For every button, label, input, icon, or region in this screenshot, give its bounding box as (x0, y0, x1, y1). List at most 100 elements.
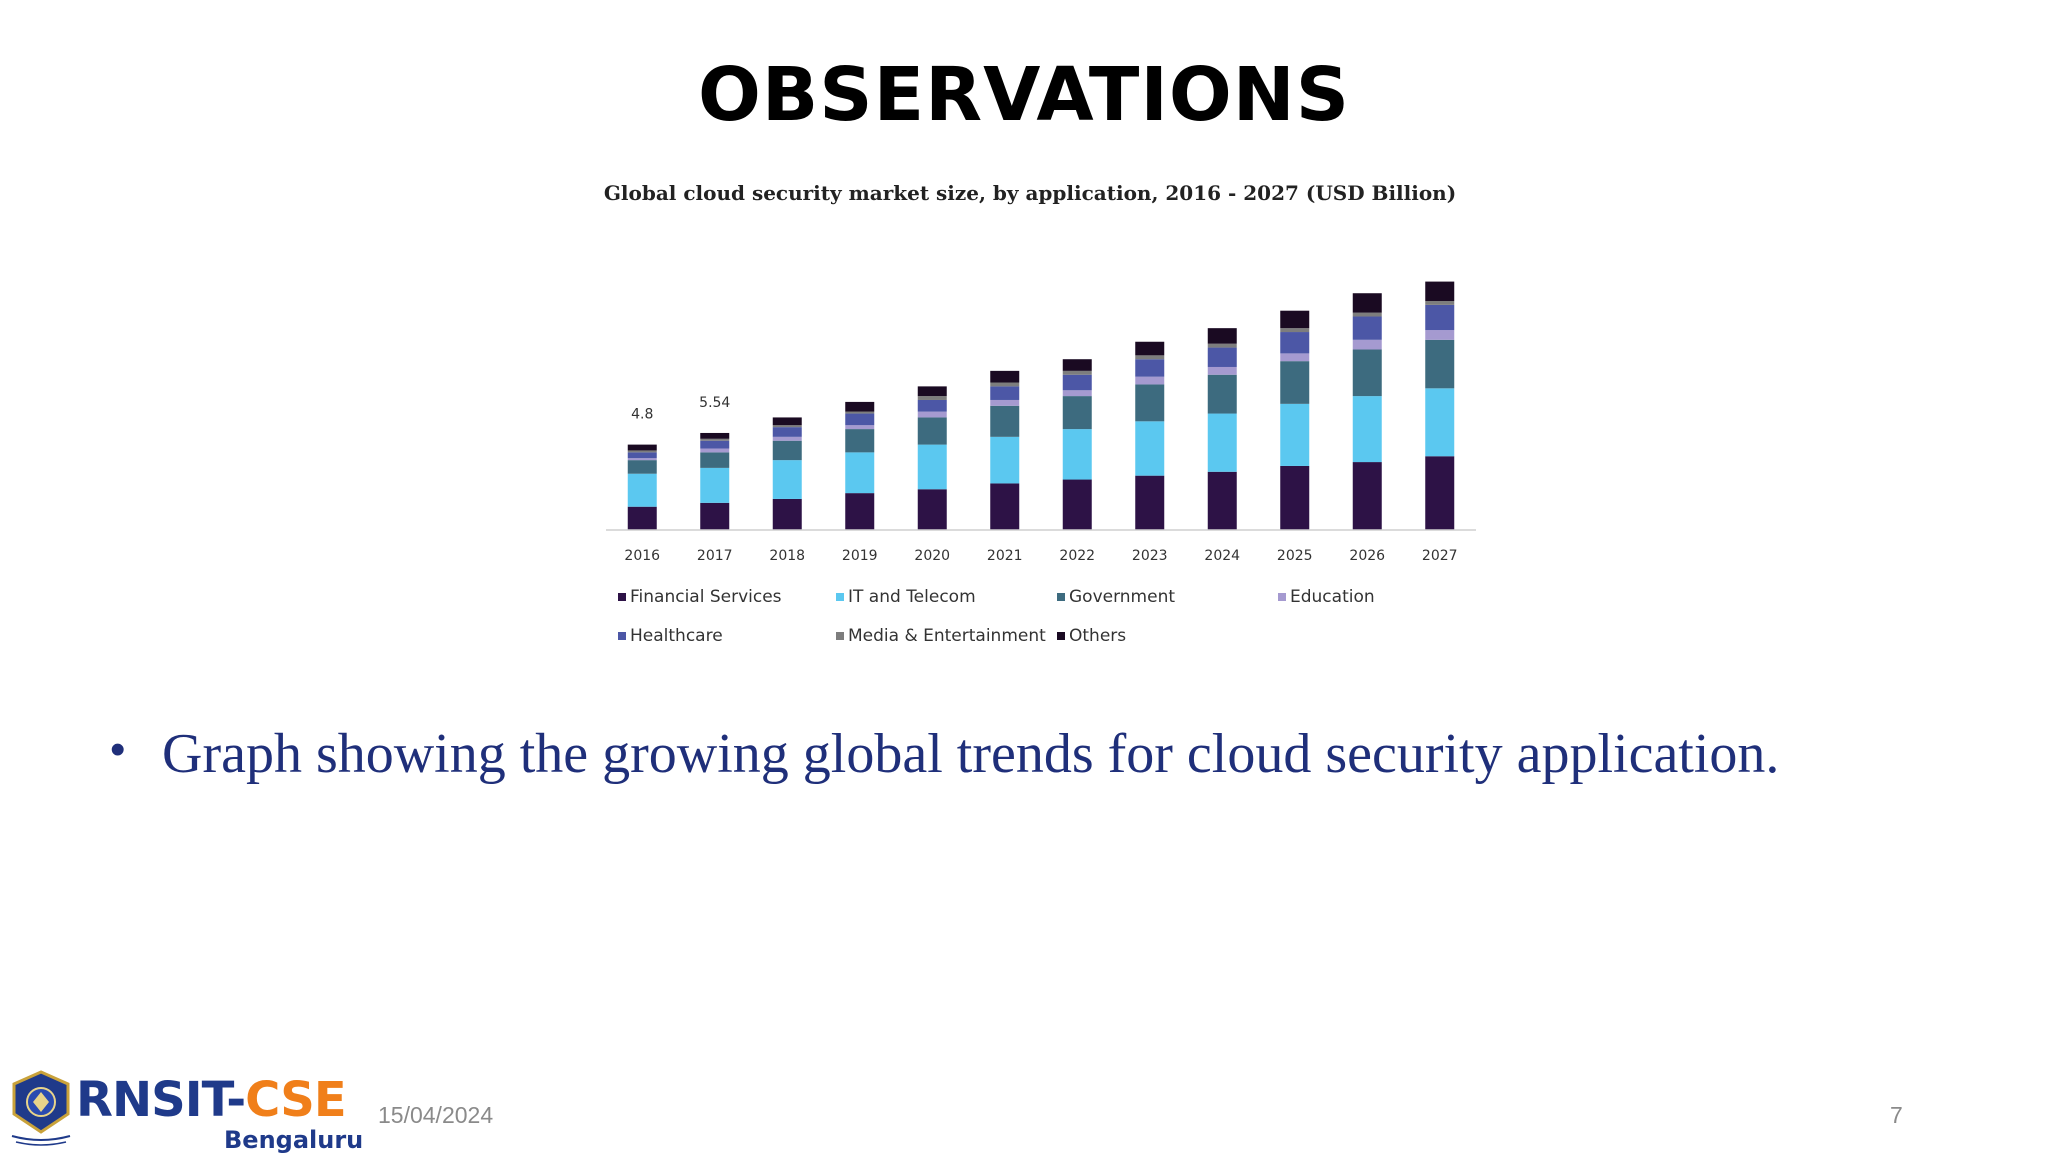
bar-segment-education-2026 (1352, 339, 1382, 350)
bullet-item: • Graph showing the growing global trends… (110, 722, 1990, 786)
bar-segment-it-and-telecom-2027 (1425, 388, 1455, 457)
logo-text-cse: CSE (245, 1072, 346, 1128)
bar-segment-government-2019 (845, 429, 875, 453)
chart-image: Global cloud security market size, by ap… (560, 168, 1500, 668)
chart-title: Global cloud security market size, by ap… (604, 181, 1456, 205)
data-label: 4.8 (631, 407, 653, 423)
x-tick-label: 2023 (1132, 548, 1168, 564)
legend-label: Others (1069, 626, 1126, 646)
bar-segment-government-2017 (700, 452, 730, 468)
legend-swatch (1057, 632, 1065, 640)
bar-segment-education-2016 (627, 458, 657, 461)
x-tick-label: 2027 (1422, 548, 1458, 564)
bar-segment-healthcare-2023 (1135, 359, 1165, 377)
bar-segment-others-2020 (917, 386, 947, 397)
bar-segment-it-and-telecom-2025 (1280, 403, 1310, 466)
bar-segment-others-2026 (1352, 293, 1382, 313)
bar-segment-education-2027 (1425, 330, 1455, 340)
bar-segment-media-entertainment-2026 (1352, 312, 1382, 317)
legend-swatch (1278, 593, 1286, 601)
bar-segment-media-entertainment-2021 (990, 382, 1020, 387)
bar-segment-media-entertainment-2019 (845, 411, 875, 414)
data-label: 5.54 (699, 395, 730, 411)
bar-segment-financial-services-2026 (1352, 462, 1382, 530)
bar-segment-government-2021 (990, 405, 1020, 437)
bar-segment-media-entertainment-2020 (917, 396, 947, 400)
bar-segment-media-entertainment-2022 (1062, 370, 1092, 375)
logo-subtitle: Bengaluru (224, 1126, 364, 1154)
bar-segment-healthcare-2021 (990, 386, 1020, 400)
data-labels: 4.8 5.54 (631, 395, 730, 423)
bar-segment-it-and-telecom-2018 (772, 460, 802, 499)
bar-segment-healthcare-2016 (627, 452, 657, 459)
bar-segment-healthcare-2022 (1062, 374, 1092, 391)
legend-swatch (618, 632, 626, 640)
x-tick-label: 2021 (987, 548, 1023, 564)
legend-label: Media & Entertainment (848, 626, 1046, 646)
bar-segment-it-and-telecom-2020 (917, 444, 947, 490)
bar-segment-education-2018 (772, 436, 802, 441)
bar-segment-education-2023 (1135, 376, 1165, 385)
bar-segment-government-2025 (1280, 361, 1310, 404)
x-tick-label: 2016 (624, 548, 660, 564)
bar-segment-media-entertainment-2025 (1280, 328, 1310, 333)
bar-segment-financial-services-2022 (1062, 479, 1092, 530)
slide-number: 7 (1890, 1102, 1903, 1128)
bar-segment-media-entertainment-2016 (627, 450, 657, 453)
college-emblem-icon (11, 1070, 71, 1146)
bar-segment-it-and-telecom-2019 (845, 452, 875, 494)
bar-segment-others-2027 (1425, 281, 1455, 301)
bar-segment-others-2018 (772, 417, 802, 426)
bar-segment-financial-services-2021 (990, 483, 1020, 530)
bar-segment-government-2023 (1135, 384, 1165, 422)
bar-segment-financial-services-2018 (772, 498, 802, 530)
bar-segment-it-and-telecom-2017 (700, 467, 730, 503)
logo-text-rnsit: RNSIT- (76, 1072, 246, 1128)
x-tick-label: 2022 (1059, 548, 1095, 564)
legend-label: IT and Telecom (848, 587, 976, 607)
slide-title: OBSERVATIONS (697, 52, 1351, 138)
bar-segment-media-entertainment-2018 (772, 425, 802, 428)
x-tick-label: 2026 (1349, 548, 1385, 564)
bar-segment-government-2018 (772, 440, 802, 461)
bar-segment-healthcare-2027 (1425, 304, 1455, 331)
bar-segment-others-2019 (845, 401, 875, 412)
bar-segment-government-2022 (1062, 396, 1092, 430)
bar-segment-media-entertainment-2023 (1135, 355, 1165, 360)
bar-segment-healthcare-2020 (917, 399, 947, 412)
bar-segment-others-2016 (627, 444, 657, 451)
bar-segment-it-and-telecom-2024 (1207, 413, 1237, 472)
bar-segment-it-and-telecom-2021 (990, 436, 1020, 484)
legend-label: Government (1069, 587, 1175, 607)
bar-segment-others-2024 (1207, 328, 1237, 344)
legend-label: Financial Services (630, 587, 782, 607)
bullet-symbol: • (110, 725, 126, 774)
bar-segment-media-entertainment-2024 (1207, 343, 1237, 348)
x-tick-label: 2018 (769, 548, 805, 564)
bar-segment-financial-services-2027 (1425, 456, 1455, 530)
bar-segment-healthcare-2024 (1207, 347, 1237, 367)
bar-segment-education-2021 (990, 399, 1020, 406)
bar-segment-healthcare-2019 (845, 413, 875, 426)
bar-segment-it-and-telecom-2026 (1352, 396, 1382, 463)
bar-segment-it-and-telecom-2022 (1062, 429, 1092, 480)
bar-segment-others-2017 (700, 432, 730, 439)
bar-segment-education-2024 (1207, 366, 1237, 375)
bar-segment-media-entertainment-2027 (1425, 300, 1455, 305)
bar-segment-government-2026 (1352, 349, 1382, 397)
x-tick-label: 2017 (697, 548, 733, 564)
legend-label: Education (1290, 587, 1375, 607)
legend-swatch (618, 593, 626, 601)
bar-segment-government-2020 (917, 417, 947, 445)
bar-segment-education-2017 (700, 448, 730, 453)
chart-legend: Financial Services IT and Telecom Governme… (618, 587, 1375, 646)
bar-segment-media-entertainment-2017 (700, 438, 730, 441)
bullet-text: Graph showing the growing global trends … (162, 723, 1780, 785)
bar-segment-financial-services-2019 (845, 493, 875, 530)
bar-segment-others-2023 (1135, 341, 1165, 356)
x-tick-label: 2019 (842, 548, 878, 564)
bar-segment-healthcare-2026 (1352, 316, 1382, 340)
bar-segment-education-2019 (845, 425, 875, 430)
bar-segment-education-2025 (1280, 353, 1310, 362)
bar-segment-it-and-telecom-2016 (627, 473, 657, 507)
